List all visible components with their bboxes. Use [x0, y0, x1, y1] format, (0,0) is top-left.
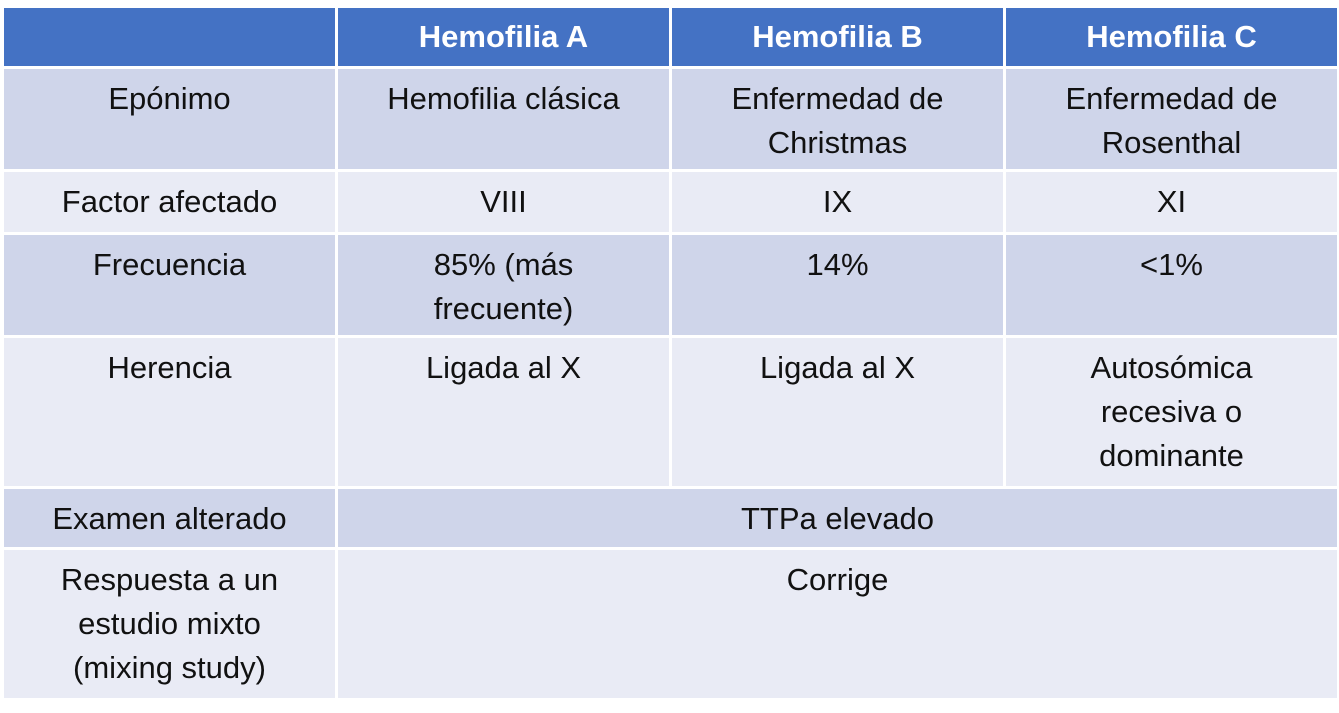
cell-text: XI — [1156, 184, 1187, 219]
cell-text: Ligada al X — [425, 350, 582, 385]
cell-eponimo-a: Hemofilia clásica — [335, 66, 672, 172]
cell-text: 14% — [806, 247, 869, 282]
cell-factor-a: VIII — [335, 169, 672, 235]
cell-herencia-a: Ligada al X — [335, 335, 672, 489]
table-row-respuesta: Respuesta a un estudio mixto (mixing stu… — [1, 547, 1339, 701]
cell-text: Christmas — [767, 125, 908, 160]
table-row-herencia: Herencia Ligada al X Ligada al X Autosóm… — [1, 335, 1339, 489]
table-row-frecuencia: Frecuencia 85% (más frecuente) 14% <1% — [1, 232, 1339, 338]
row-label-respuesta: Respuesta a un estudio mixto (mixing stu… — [1, 547, 338, 701]
cell-text: frecuente) — [433, 291, 574, 326]
table-header-row: Hemofilia A Hemofilia B Hemofilia C — [1, 5, 1339, 69]
cell-text: Respuesta a un — [60, 562, 279, 597]
table-row-factor: Factor afectado VIII IX XI — [1, 169, 1339, 235]
row-label-eponimo: Epónimo — [1, 66, 338, 172]
cell-text: Enfermedad de — [731, 81, 944, 116]
cell-text: Rosenthal — [1101, 125, 1242, 160]
hemophilia-comparison-table: Hemofilia A Hemofilia B Hemofilia C Epón… — [1, 5, 1339, 701]
cell-text: Autosómica — [1090, 350, 1253, 385]
cell-herencia-b: Ligada al X — [669, 335, 1006, 489]
cell-text: Corrige — [786, 562, 889, 597]
cell-factor-c: XI — [1003, 169, 1339, 235]
cell-frecuencia-a: 85% (más frecuente) — [335, 232, 672, 338]
header-empty-cell — [1, 5, 338, 69]
row-label-frecuencia: Frecuencia — [1, 232, 338, 338]
cell-text: estudio mixto — [78, 606, 261, 641]
cell-text: recesiva o — [1100, 394, 1243, 429]
comparison-table-wrapper: Hemofilia A Hemofilia B Hemofilia C Epón… — [1, 5, 1339, 701]
cell-text: (mixing study) — [73, 650, 266, 685]
cell-text: Hemofilia clásica — [387, 81, 620, 116]
cell-text: VIII — [480, 184, 527, 219]
row-label-factor: Factor afectado — [1, 169, 338, 235]
header-hemofilia-c: Hemofilia C — [1003, 5, 1339, 69]
cell-eponimo-b: Enfermedad de Christmas — [669, 66, 1006, 172]
cell-factor-b: IX — [669, 169, 1006, 235]
row-label-examen: Examen alterado — [1, 486, 338, 550]
row-label-herencia: Herencia — [1, 335, 338, 489]
table-row-examen: Examen alterado TTPa elevado — [1, 486, 1339, 550]
cell-respuesta-merged: Corrige — [335, 547, 1339, 701]
cell-herencia-c: Autosómica recesiva o dominante — [1003, 335, 1339, 489]
cell-text: IX — [822, 184, 853, 219]
cell-text: TTPa elevado — [741, 501, 934, 536]
header-hemofilia-a: Hemofilia A — [335, 5, 672, 69]
cell-text: dominante — [1099, 438, 1244, 473]
cell-text: 85% (más — [433, 247, 574, 282]
cell-examen-merged: TTPa elevado — [335, 486, 1339, 550]
cell-text: <1% — [1140, 247, 1203, 282]
cell-frecuencia-c: <1% — [1003, 232, 1339, 338]
header-hemofilia-b: Hemofilia B — [669, 5, 1006, 69]
cell-text: Ligada al X — [759, 350, 916, 385]
cell-frecuencia-b: 14% — [669, 232, 1006, 338]
cell-text: Enfermedad de — [1065, 81, 1278, 116]
cell-eponimo-c: Enfermedad de Rosenthal — [1003, 66, 1339, 172]
table-row-eponimo: Epónimo Hemofilia clásica Enfermedad de … — [1, 66, 1339, 172]
